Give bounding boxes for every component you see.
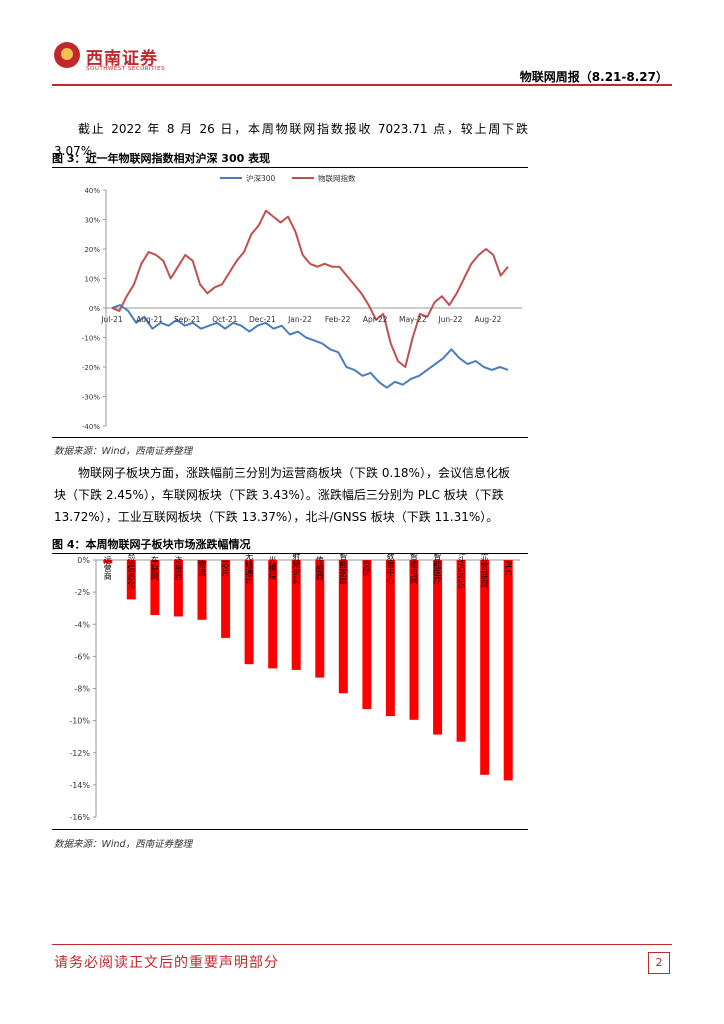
category-label: 车联网 bbox=[150, 555, 159, 581]
category-label: 会议信息化 bbox=[127, 554, 136, 589]
x-tick-label: Aug-22 bbox=[475, 315, 502, 324]
bar bbox=[409, 560, 419, 720]
x-tick-label: Sep-21 bbox=[174, 315, 201, 324]
category-label: 芯片 bbox=[221, 559, 230, 577]
category-label: 射频识别 bbox=[292, 554, 301, 585]
bar bbox=[103, 560, 113, 563]
figure4-source: 数据来源：Wind，西南证券整理 bbox=[54, 839, 193, 850]
category-label: 北斗/GNSS bbox=[457, 554, 466, 589]
bar bbox=[244, 560, 254, 665]
category-label: 工业互联网 bbox=[480, 554, 489, 589]
bar bbox=[362, 560, 372, 710]
y-tick-label: 0% bbox=[89, 305, 100, 313]
sector-paragraph-line3: 13.72%），工业互联网板块（下跌 13.37%），北斗/GNSS 板块（下跌… bbox=[54, 510, 499, 524]
x-tick-label: Oct-21 bbox=[212, 315, 237, 324]
y-tick-label: -6% bbox=[74, 652, 90, 661]
series-line bbox=[111, 209, 509, 368]
x-tick-label: Aug-21 bbox=[136, 315, 163, 324]
bar-chart: 0% -2% -4% -6% -8% -10% -12% -14% -16% 运营商 会议信息化 车联… bbox=[69, 554, 520, 822]
bar bbox=[197, 560, 207, 620]
category-label: 传感器 bbox=[315, 555, 324, 581]
bar bbox=[433, 560, 443, 735]
logo-english: SOUTHWEST SECURITIES bbox=[86, 66, 166, 72]
bar bbox=[291, 560, 301, 670]
category-label: 运营商 bbox=[103, 556, 112, 581]
bar bbox=[456, 560, 466, 742]
bar bbox=[126, 560, 136, 600]
y-tick-label: -4% bbox=[74, 620, 90, 629]
category-label: 智能电网 bbox=[410, 554, 419, 585]
sector-paragraph-line1: 物联网子板块方面，涨跌幅前三分别为运营商板块（下跌 0.18%），会议信息化板 bbox=[78, 466, 510, 480]
bar bbox=[503, 560, 513, 781]
logo-text: 西南证券 bbox=[86, 49, 158, 69]
page-number: 2 bbox=[648, 952, 670, 974]
x-tick-label: Jan-22 bbox=[287, 315, 312, 324]
category-label: 连接器 bbox=[174, 555, 183, 581]
x-tick-label: Jun-22 bbox=[437, 315, 462, 324]
x-tick-label: Dec-21 bbox=[249, 315, 276, 324]
legend-label: 沪深300 bbox=[246, 173, 276, 183]
category-label: 光模块 bbox=[268, 555, 277, 581]
sector-paragraph-line2: 块（下跌 2.45%），车联网板块（下跌 3.43%）。涨跌幅后三分别为 PLC… bbox=[54, 488, 504, 502]
x-tick-label: Feb-22 bbox=[325, 315, 351, 324]
x-tick-label: May-22 bbox=[399, 315, 427, 324]
category-label: 数据中心 bbox=[386, 554, 395, 584]
bar bbox=[480, 560, 490, 775]
y-tick-label: -40% bbox=[82, 423, 100, 431]
header-divider bbox=[52, 84, 672, 86]
y-tick-label: 40% bbox=[84, 187, 100, 195]
bar bbox=[385, 560, 395, 717]
figure3-top-rule bbox=[52, 167, 528, 168]
category-label: 智能家居 bbox=[339, 554, 348, 585]
x-tick-label: Jul-21 bbox=[100, 315, 123, 324]
x-tick-label: Apr-22 bbox=[363, 315, 388, 324]
footer-divider bbox=[52, 944, 672, 945]
category-label: PLC bbox=[504, 561, 513, 576]
summary-paragraph: 截止 2022 年 8 月 26 日，本周物联网指数报收 7023.71 点，较… bbox=[54, 122, 528, 158]
bar bbox=[315, 560, 325, 678]
y-tick-label: -14% bbox=[69, 781, 90, 790]
bar bbox=[338, 560, 348, 694]
figure4-top-rule bbox=[52, 553, 528, 554]
bar bbox=[150, 560, 160, 616]
bar bbox=[268, 560, 278, 669]
y-tick-label: 20% bbox=[84, 246, 100, 254]
bar bbox=[221, 560, 231, 638]
y-tick-label: -16% bbox=[69, 813, 90, 822]
figure4-bottom-rule bbox=[52, 829, 528, 830]
footer-disclaimer: 请务必阅读正文后的重要声明部分 bbox=[54, 955, 279, 971]
line-chart: 40% 30% 20% 10% 0% -10% -20% -30% -40% Jul-21 Aug-… bbox=[82, 173, 522, 431]
figure3-title: 图 3：近一年物联网指数相对沪深 300 表现 bbox=[52, 152, 271, 165]
figure4-title: 图 4：本周物联网子板块市场涨跌幅情况 bbox=[52, 538, 251, 551]
y-tick-label: -12% bbox=[69, 749, 90, 758]
report-title: 物联网周报（8.21-8.27） bbox=[519, 70, 668, 84]
legend-label: 物联网指数 bbox=[318, 173, 356, 183]
y-tick-label: -20% bbox=[82, 364, 100, 372]
category-label: 安防 bbox=[362, 559, 371, 577]
y-tick-label: 10% bbox=[84, 276, 100, 284]
bar bbox=[173, 560, 183, 617]
y-tick-label: -10% bbox=[82, 335, 100, 343]
y-tick-label: -30% bbox=[82, 394, 100, 402]
series-line bbox=[111, 304, 509, 389]
category-label: 无线通讯 bbox=[245, 554, 254, 585]
y-tick-label: -2% bbox=[74, 588, 90, 597]
category-label: 物流 bbox=[198, 559, 207, 577]
y-tick-label: 0% bbox=[77, 556, 90, 565]
figure3-source: 数据来源：Wind，西南证券整理 bbox=[54, 446, 193, 457]
logo-icon bbox=[54, 42, 80, 68]
y-tick-label: 30% bbox=[84, 217, 100, 225]
figure3-bottom-rule bbox=[52, 437, 528, 438]
category-label: 智能医疗 bbox=[433, 554, 442, 585]
y-tick-label: -10% bbox=[69, 717, 90, 726]
y-tick-label: -8% bbox=[74, 685, 90, 694]
